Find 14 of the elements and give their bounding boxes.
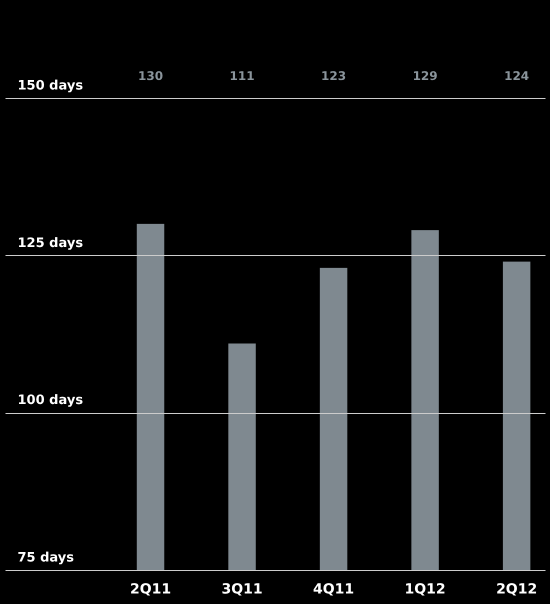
y-tick-label: 75 days xyxy=(18,550,74,566)
data-label: 129 xyxy=(412,69,438,83)
y-tick-label: 125 days xyxy=(18,236,84,251)
x-tick-label: 4Q11 xyxy=(313,582,354,598)
y-tick-label: 150 days xyxy=(18,78,84,94)
x-tick-label: 3Q11 xyxy=(221,582,263,598)
x-tick-label: 2Q11 xyxy=(130,582,172,598)
x-tick-label: 2Q12 xyxy=(496,582,538,598)
data-label: 123 xyxy=(321,69,346,83)
data-label: 111 xyxy=(230,69,255,83)
y-tick-label: 100 days xyxy=(18,393,84,408)
x-tick-label: 1Q12 xyxy=(404,582,446,598)
data-label: 124 xyxy=(504,69,530,83)
data-label: 130 xyxy=(138,69,164,83)
